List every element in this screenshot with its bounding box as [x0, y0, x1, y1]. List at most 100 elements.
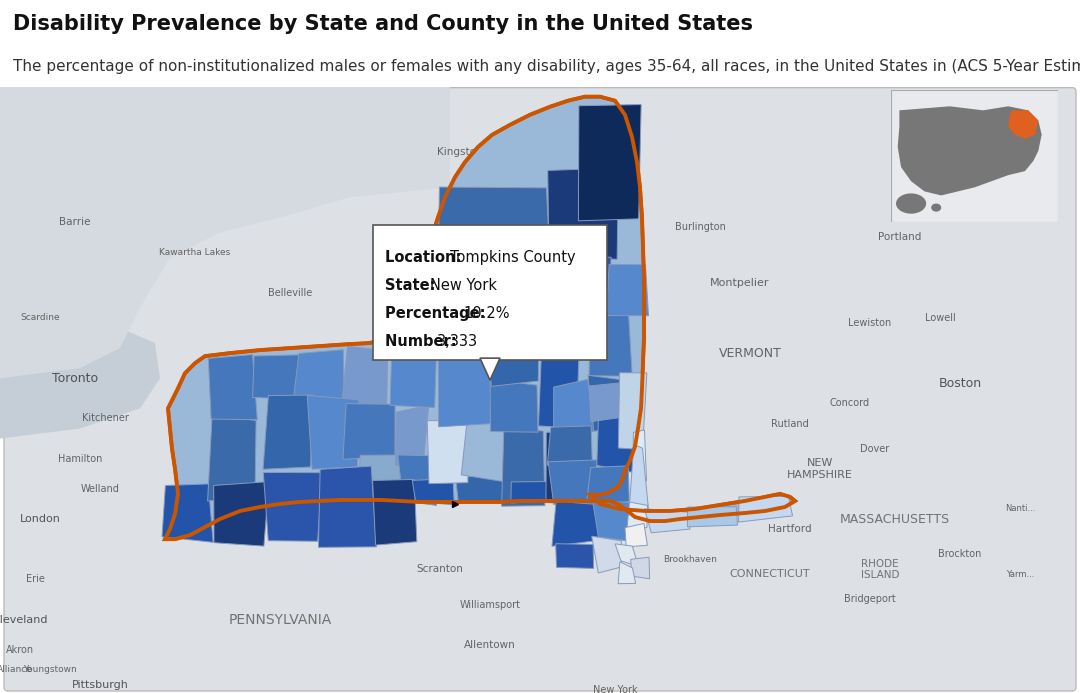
- Text: Brockton: Brockton: [939, 550, 982, 559]
- Polygon shape: [373, 480, 417, 545]
- Text: Toronto: Toronto: [52, 371, 98, 385]
- Text: Cornwall: Cornwall: [594, 109, 636, 120]
- Text: Erie: Erie: [26, 574, 44, 584]
- Polygon shape: [487, 318, 539, 387]
- Polygon shape: [0, 328, 160, 439]
- Text: Lowell: Lowell: [924, 313, 956, 323]
- Polygon shape: [590, 383, 623, 421]
- Text: Scardine: Scardine: [21, 313, 59, 322]
- Polygon shape: [597, 415, 634, 473]
- Text: Lewiston: Lewiston: [849, 318, 892, 328]
- FancyBboxPatch shape: [373, 225, 607, 360]
- Text: CONNECTICUT: CONNECTICUT: [730, 570, 810, 579]
- Polygon shape: [395, 405, 429, 466]
- Text: Rutland: Rutland: [771, 419, 809, 428]
- Text: Hartford: Hartford: [768, 524, 812, 534]
- Text: Number:: Number:: [384, 334, 462, 349]
- Text: MASSACHUSETTS: MASSACHUSETTS: [840, 513, 950, 525]
- FancyBboxPatch shape: [891, 90, 1058, 222]
- Polygon shape: [511, 482, 561, 503]
- Text: State:: State:: [384, 278, 441, 292]
- Text: New York: New York: [431, 278, 498, 292]
- Polygon shape: [341, 346, 388, 407]
- Text: Dover: Dover: [861, 444, 890, 454]
- Polygon shape: [461, 422, 505, 482]
- Polygon shape: [162, 484, 213, 543]
- Polygon shape: [593, 501, 633, 541]
- Polygon shape: [165, 97, 795, 539]
- Text: Youngstown: Youngstown: [23, 665, 77, 674]
- Text: Disability Prevalence by State and County in the United States: Disability Prevalence by State and Count…: [13, 14, 753, 33]
- Text: Tompkins County: Tompkins County: [450, 249, 576, 265]
- Polygon shape: [490, 380, 538, 432]
- Text: The percentage of non-institutionalized males or females with any disability, ag: The percentage of non-institutionalized …: [13, 59, 1080, 73]
- Text: Kawartha Lakes: Kawartha Lakes: [160, 248, 231, 257]
- Polygon shape: [486, 256, 553, 344]
- Polygon shape: [480, 358, 500, 380]
- Text: Portland: Portland: [878, 232, 921, 243]
- Polygon shape: [631, 557, 649, 579]
- Polygon shape: [438, 351, 494, 427]
- Text: VERMONT: VERMONT: [718, 346, 782, 360]
- Polygon shape: [549, 460, 597, 505]
- Polygon shape: [625, 523, 647, 547]
- Polygon shape: [437, 267, 492, 347]
- Polygon shape: [630, 445, 649, 510]
- Text: Welland: Welland: [81, 484, 120, 494]
- Polygon shape: [390, 349, 436, 407]
- Text: Bridgeport: Bridgeport: [845, 595, 896, 604]
- Ellipse shape: [931, 204, 942, 211]
- Text: Boston: Boston: [939, 377, 982, 389]
- Polygon shape: [633, 430, 647, 481]
- Polygon shape: [253, 355, 303, 399]
- Text: Barrie: Barrie: [59, 218, 91, 227]
- Ellipse shape: [896, 193, 927, 213]
- Text: Nanti...: Nanti...: [1004, 505, 1036, 514]
- Polygon shape: [397, 455, 436, 505]
- Polygon shape: [546, 257, 611, 346]
- Text: Percentage:: Percentage:: [384, 306, 490, 321]
- Polygon shape: [579, 105, 642, 221]
- Polygon shape: [264, 473, 322, 541]
- Polygon shape: [413, 478, 455, 505]
- Polygon shape: [1009, 110, 1038, 139]
- Polygon shape: [554, 379, 594, 432]
- Text: Allentown: Allentown: [464, 640, 516, 650]
- Polygon shape: [592, 536, 621, 573]
- Polygon shape: [386, 263, 442, 356]
- Polygon shape: [556, 544, 594, 568]
- Polygon shape: [120, 105, 370, 155]
- Text: Adirondack Park: Adirondack Park: [468, 247, 552, 258]
- Polygon shape: [357, 455, 403, 505]
- Text: Brookhaven: Brookhaven: [663, 555, 717, 564]
- Polygon shape: [208, 355, 257, 420]
- Polygon shape: [589, 314, 632, 376]
- Text: 10.2%: 10.2%: [463, 306, 510, 321]
- Polygon shape: [548, 168, 619, 259]
- Polygon shape: [0, 87, 450, 378]
- Text: Scranton: Scranton: [417, 564, 463, 574]
- Polygon shape: [645, 509, 690, 533]
- Polygon shape: [739, 496, 793, 522]
- Text: Kingston: Kingston: [437, 147, 483, 157]
- FancyBboxPatch shape: [4, 87, 1076, 691]
- Text: NEW
HAMPSHIRE: NEW HAMPSHIRE: [787, 458, 853, 480]
- Polygon shape: [307, 396, 359, 469]
- Text: Kitchener: Kitchener: [82, 414, 129, 423]
- Polygon shape: [214, 482, 269, 546]
- Polygon shape: [456, 475, 514, 504]
- Polygon shape: [607, 264, 648, 316]
- Polygon shape: [437, 187, 553, 319]
- Polygon shape: [548, 426, 592, 467]
- Text: Hamilton: Hamilton: [58, 454, 103, 464]
- Text: New York: New York: [593, 685, 637, 693]
- Text: 3,333: 3,333: [437, 334, 478, 349]
- Text: Williamsport: Williamsport: [459, 599, 521, 610]
- Text: London: London: [19, 514, 60, 524]
- Polygon shape: [616, 544, 638, 566]
- Polygon shape: [552, 501, 598, 546]
- Text: Pittsburgh: Pittsburgh: [71, 680, 129, 690]
- Polygon shape: [546, 431, 590, 505]
- Text: Montpelier: Montpelier: [711, 278, 770, 288]
- Polygon shape: [539, 337, 579, 428]
